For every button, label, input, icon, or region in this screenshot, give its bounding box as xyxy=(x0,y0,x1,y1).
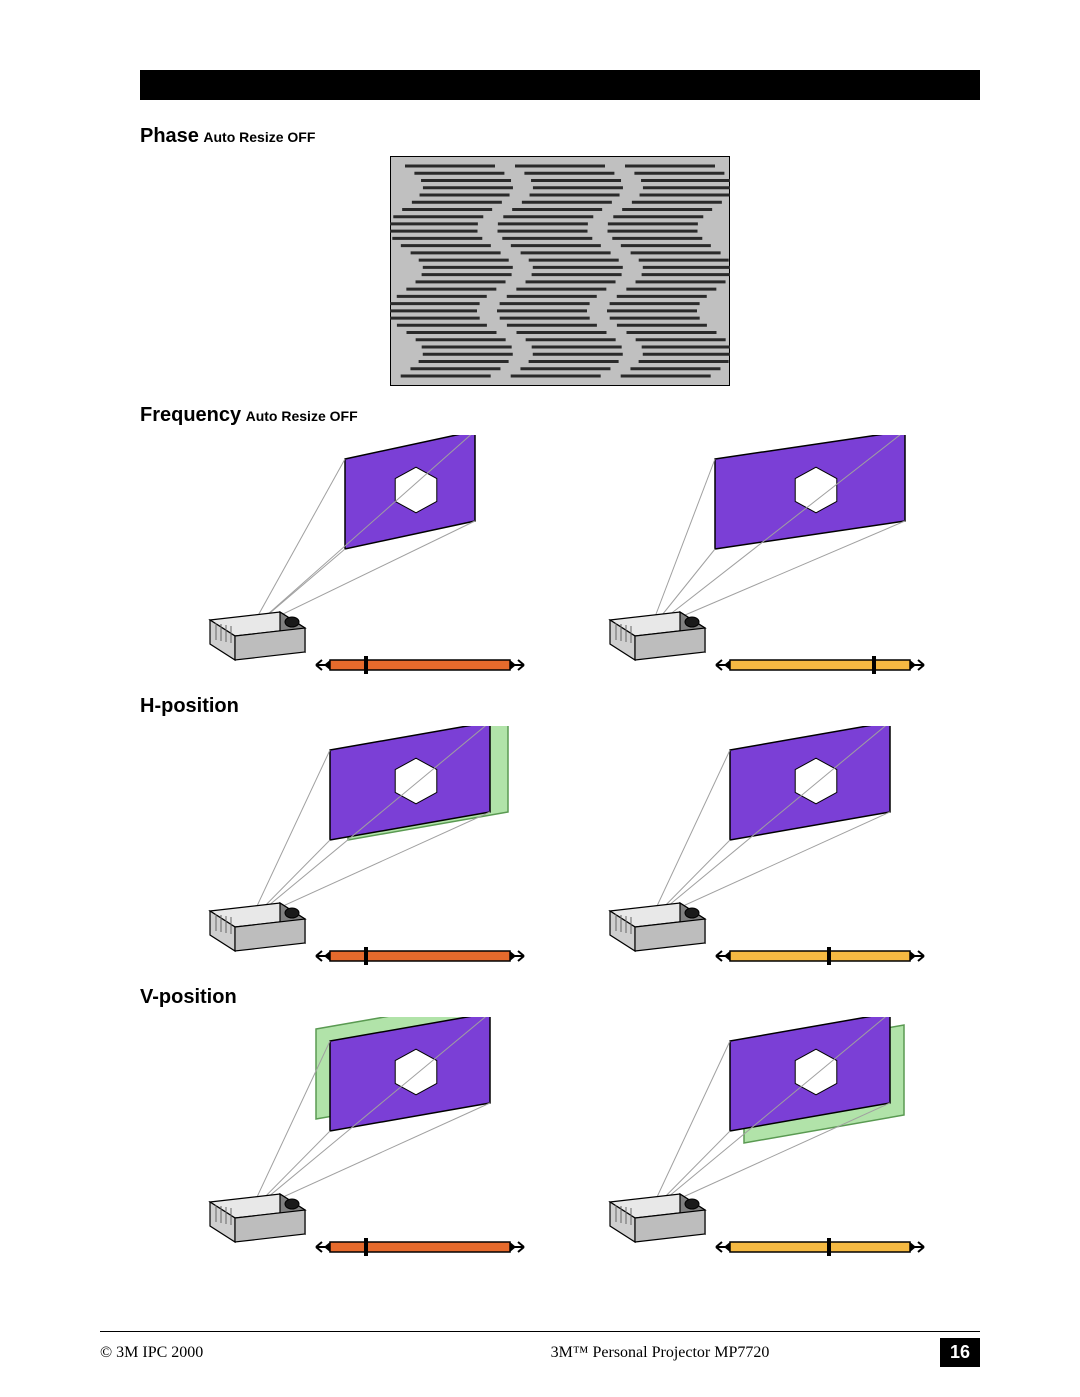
projector-diagram xyxy=(180,1017,540,1267)
footer-page-number: 16 xyxy=(940,1338,980,1367)
frequency-heading: Frequency Auto Resize OFF xyxy=(140,404,980,427)
phase-title: Phase xyxy=(140,125,199,147)
projector-diagram xyxy=(580,435,940,685)
hpos-heading: H-position xyxy=(140,695,980,718)
projector-diagram xyxy=(180,435,540,685)
projector-diagram xyxy=(180,726,540,976)
projector-diagram xyxy=(580,726,940,976)
phase-heading: Phase Auto Resize OFF xyxy=(140,125,980,148)
frequency-row xyxy=(140,435,980,685)
footer-copyright: © 3M IPC 2000 xyxy=(100,1344,380,1362)
footer-product: 3M™ Personal Projector MP7720 xyxy=(380,1344,940,1362)
footer: © 3M IPC 2000 3M™ Personal Projector MP7… xyxy=(100,1331,980,1367)
vpos-title: V-position xyxy=(140,986,237,1008)
frequency-subtitle: Auto Resize OFF xyxy=(246,408,358,424)
hpos-title: H-position xyxy=(140,695,239,717)
vpos-row xyxy=(140,1017,980,1267)
phase-subtitle: Auto Resize OFF xyxy=(203,129,315,145)
hpos-row xyxy=(140,726,980,976)
header-bar xyxy=(140,70,980,100)
projector-diagram xyxy=(580,1017,940,1267)
phase-diagram xyxy=(390,156,730,386)
vpos-heading: V-position xyxy=(140,986,980,1009)
frequency-title: Frequency xyxy=(140,404,241,426)
page: Phase Auto Resize OFF Frequency Auto Res… xyxy=(0,0,1080,1397)
